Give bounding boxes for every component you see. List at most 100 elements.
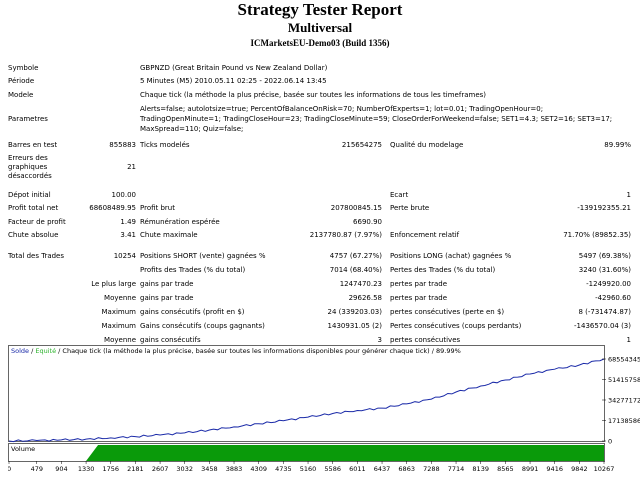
max-cons-profit-label: Gains consécutifs (coups gagnants) <box>140 322 265 330</box>
long-value: 5497 (69.38%) <box>578 252 631 260</box>
x-tick-label: 7288 <box>423 465 440 473</box>
profit-trades-value: 7014 (68.40%) <box>329 266 382 274</box>
errors-label-3: désaccordés <box>8 172 52 180</box>
ticks-value: 215654275 <box>341 141 382 149</box>
x-tick-label: 4735 <box>275 465 292 473</box>
ticks-label: Ticks modelés <box>140 141 190 149</box>
largest-profit-label: gains par trade <box>140 280 194 288</box>
report-title: Strategy Tester Report <box>237 0 403 19</box>
errors-label-1: Erreurs des <box>8 154 48 162</box>
gross-loss-value: -139192355.21 <box>577 204 631 212</box>
x-tick-label: 3458 <box>201 465 218 473</box>
quality-value: 89.99% <box>604 141 631 149</box>
max-cons-profit-value: 1430931.05 (2) <box>327 322 382 330</box>
largest-label: Le plus large <box>91 280 136 288</box>
largest-loss-label: pertes par trade <box>390 280 448 288</box>
largest-profit-value: 1247470.23 <box>339 280 382 288</box>
model-value: Chaque tick (la méthode la plus précise,… <box>140 91 486 99</box>
quality-label: Qualité du modelage <box>390 141 464 149</box>
expected-payoff-label: Rémunération espérée <box>140 218 220 226</box>
volume-fill <box>86 445 605 461</box>
loss-trades-label: Pertes des Trades (% du total) <box>390 266 496 274</box>
x-tick-label: 0 <box>8 465 11 473</box>
rel-drawdown-value: 71.70% (89852.35) <box>563 231 631 239</box>
maximum2-label: Maximum <box>101 322 137 330</box>
symbol-label: Symbole <box>8 64 39 72</box>
expected-payoff-value: 6690.90 <box>353 218 382 226</box>
params-label: Parametres <box>8 115 48 123</box>
legend-description: / Chaque tick (la méthode la plus précis… <box>56 347 461 355</box>
params-line-1: Alerts=false; autolotsize=true; PercentO… <box>140 105 544 113</box>
x-tick-label: 6011 <box>349 465 366 473</box>
x-tick-label: 9842 <box>571 465 588 473</box>
avg-cons-losses-label: pertes consécutives <box>390 336 461 344</box>
x-tick-label: 6863 <box>398 465 415 473</box>
avg-loss-label: pertes par trade <box>390 294 448 302</box>
max-cons-wins-value: 24 (339203.03) <box>327 308 382 316</box>
balance-chart: Solde / Equité / Chaque tick (la méthode… <box>7 345 640 473</box>
deposit-value: 100.00 <box>111 191 137 199</box>
avg-loss-value: -42960.60 <box>595 294 631 302</box>
spread-label: Ecart <box>390 191 409 199</box>
x-tick-label: 2607 <box>152 465 169 473</box>
gross-profit-value: 207800845.15 <box>330 204 382 212</box>
errors-label-2: graphiques <box>8 163 48 171</box>
net-profit-label: Profit total net <box>8 204 59 212</box>
y-tick-label: 17138586 <box>608 417 640 425</box>
max-cons-losses-value: 8 (-731474.87) <box>578 308 631 316</box>
y-tick-label: 51415758 <box>608 376 640 384</box>
net-profit-value: 68608489.95 <box>89 204 136 212</box>
avg-profit-value: 29626.58 <box>348 294 382 302</box>
profit-factor-label: Facteur de profit <box>8 218 66 226</box>
profit-trades-label: Profits des Trades (% du total) <box>140 266 246 274</box>
x-tick-label: 5586 <box>324 465 341 473</box>
series-line <box>8 358 605 443</box>
max-drawdown-value: 2137780.87 (7.97%) <box>309 231 382 239</box>
gross-profit-label: Profit brut <box>140 204 175 212</box>
max-cons-loss-value: -1436570.04 (3) <box>574 322 631 330</box>
y-tick-label: 0 <box>608 438 612 446</box>
volume-label: Volume <box>11 445 35 453</box>
max-cons-loss-label: Pertes consécutives (coups perdants) <box>390 322 522 330</box>
symbol-value: GBPNZD (Great Britain Pound vs New Zeala… <box>140 64 328 72</box>
average-label: Moyenne <box>104 294 136 302</box>
abs-drawdown-label: Chute absolue <box>8 231 59 239</box>
plot-area <box>8 345 605 442</box>
trades-value: 10254 <box>113 252 136 260</box>
params-line-3: MaxSpread=110; Quiz=false; <box>140 125 244 133</box>
x-tick-label: 10267 <box>594 465 615 473</box>
server-build: ICMarketsEU-Demo03 (Build 1356) <box>250 38 390 48</box>
params-line-2: TradingOpenMinute=1; TradingCloseHour=23… <box>140 115 613 123</box>
bars-value: 855883 <box>109 141 136 149</box>
maximum-label: Maximum <box>101 308 137 316</box>
trades-label: Total des Trades <box>8 252 65 260</box>
x-tick-label: 1330 <box>78 465 95 473</box>
spread-value: 1 <box>626 191 631 199</box>
x-tick-label: 7714 <box>448 465 465 473</box>
max-cons-wins-label: gains consécutifs (profit en $) <box>140 308 245 316</box>
short-label: Positions SHORT (vente) gagnées % <box>140 252 266 260</box>
period-value: 5 Minutes (M5) 2010.05.11 02:25 - 2022.0… <box>140 77 327 85</box>
errors-value: 21 <box>127 163 136 171</box>
report-subtitle: Multiversal <box>287 20 353 35</box>
legend-solde: Solde <box>11 347 29 355</box>
x-tick-label: 2181 <box>127 465 144 473</box>
model-label: Modele <box>8 91 34 99</box>
short-value: 4757 (67.27%) <box>329 252 382 260</box>
x-tick-label: 8991 <box>522 465 539 473</box>
chart-marks: 68554345 51415758 34277172 17138586 0 0 479 904… <box>7 356 640 474</box>
avg-cons-wins-label: gains consécutifs <box>140 336 201 344</box>
period-label: Période <box>8 77 35 85</box>
x-tick-label: 8565 <box>497 465 514 473</box>
average2-label: Moyenne <box>104 336 136 344</box>
chart-legend: Solde / Equité / Chaque tick (la méthode… <box>11 347 461 355</box>
deposit-label: Dépot initial <box>8 191 51 199</box>
largest-loss-value: -1249920.00 <box>586 280 631 288</box>
balance-chart-svg: Solde / Equité / Chaque tick (la méthode… <box>7 345 640 474</box>
long-label: Positions LONG (achat) gagnées % <box>390 252 512 260</box>
avg-cons-wins-value: 3 <box>377 336 382 344</box>
legend-separator: / <box>29 347 35 355</box>
avg-cons-losses-value: 1 <box>626 336 631 344</box>
x-tick-label: 3032 <box>176 465 193 473</box>
x-tick-label: 6437 <box>374 465 391 473</box>
